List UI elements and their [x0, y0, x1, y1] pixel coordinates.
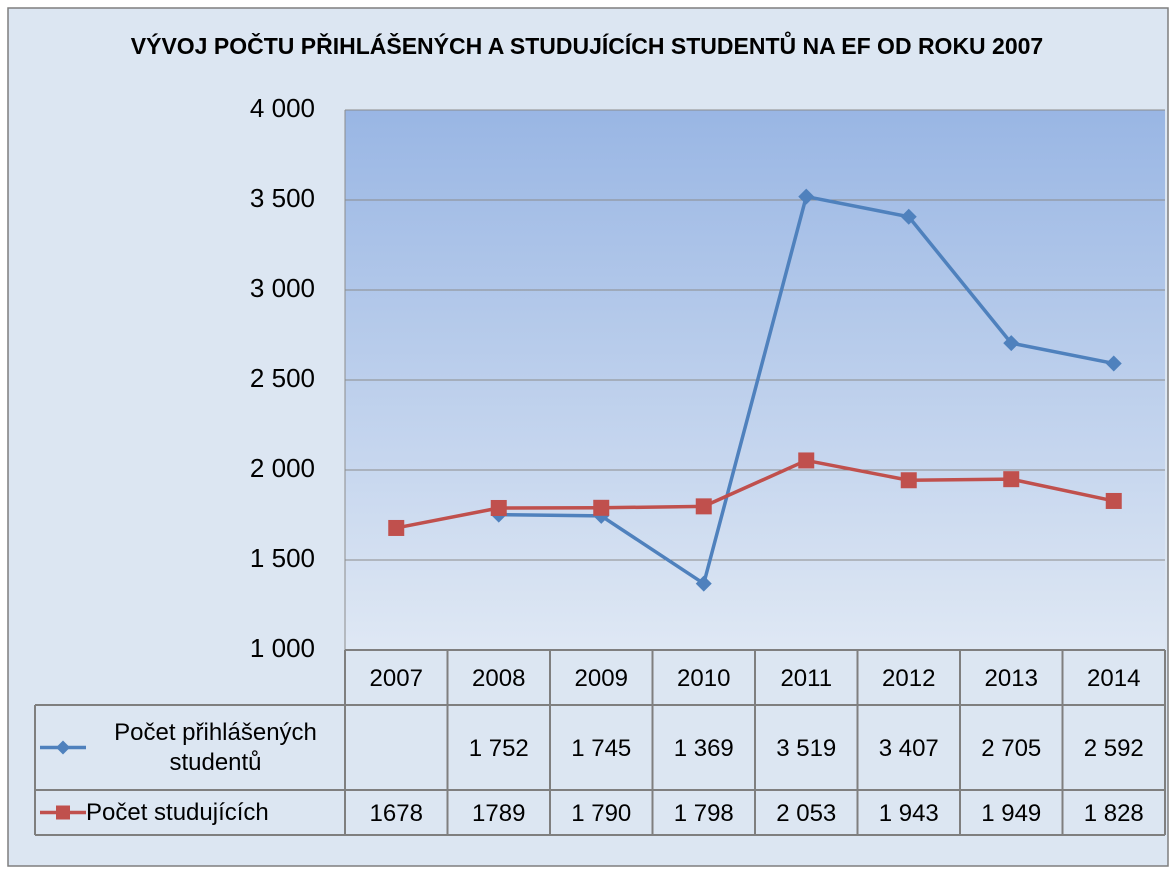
y-tick-label: 3 500	[250, 183, 315, 213]
point	[490, 499, 507, 516]
x-tick-label: 2014	[1087, 665, 1140, 692]
data-label: 1678	[370, 800, 423, 827]
data-label: 1 790	[571, 800, 631, 827]
x-tick-label: 2010	[677, 665, 730, 692]
data-label: 1 949	[981, 800, 1041, 827]
point	[695, 575, 712, 592]
point	[1003, 335, 1020, 352]
x-tick-label: 2013	[985, 665, 1038, 692]
data-label: 2 592	[1084, 735, 1144, 762]
point	[1003, 471, 1020, 488]
data-label: 3 407	[879, 735, 939, 762]
point	[1105, 355, 1122, 372]
legend-label: Počet studujících	[86, 798, 269, 826]
data-label: 2 053	[776, 800, 836, 827]
x-tick-label: 2008	[472, 665, 525, 692]
chart-title: VÝVOJ POČTU PŘIHLÁŠENÝCH A STUDUJÍCÍCH S…	[131, 30, 1043, 59]
point	[900, 472, 917, 489]
x-tick-label: 2012	[882, 665, 935, 692]
data-label: 3 519	[776, 735, 836, 762]
legend-marker	[56, 740, 70, 755]
x-tick-label: 2007	[370, 665, 423, 692]
point	[695, 498, 712, 515]
y-tick-label: 1 000	[250, 633, 315, 663]
data-label: 1789	[472, 800, 525, 827]
point	[1105, 492, 1122, 509]
point	[798, 452, 815, 469]
data-label: 1 369	[674, 735, 734, 762]
legend-label: Počet přihlášených studentů	[114, 718, 317, 776]
point	[798, 188, 815, 205]
y-tick-label: 1 500	[250, 543, 315, 573]
data-label: 1 752	[469, 735, 529, 762]
y-tick-label: 3 000	[250, 273, 315, 303]
legend-marker	[56, 805, 70, 820]
point	[593, 507, 610, 524]
y-tick-label: 2 500	[250, 363, 315, 393]
data-label: 1 943	[879, 800, 939, 827]
data-label: 2 705	[981, 735, 1041, 762]
y-tick-label: 2 000	[250, 453, 315, 483]
point	[900, 208, 917, 225]
y-tick-label: 4 000	[250, 93, 315, 123]
x-tick-label: 2009	[575, 665, 628, 692]
data-label: 1 798	[674, 800, 734, 827]
legend-cell: Počet přihlášených studentů	[114, 718, 317, 776]
x-tick-label: 2011	[780, 665, 832, 692]
point	[388, 519, 405, 536]
legend-cell: Počet studujících	[86, 798, 269, 826]
point	[593, 499, 610, 516]
data-label: 1 828	[1084, 800, 1144, 827]
data-label: 1 745	[571, 735, 631, 762]
series-line	[395, 458, 1115, 530]
